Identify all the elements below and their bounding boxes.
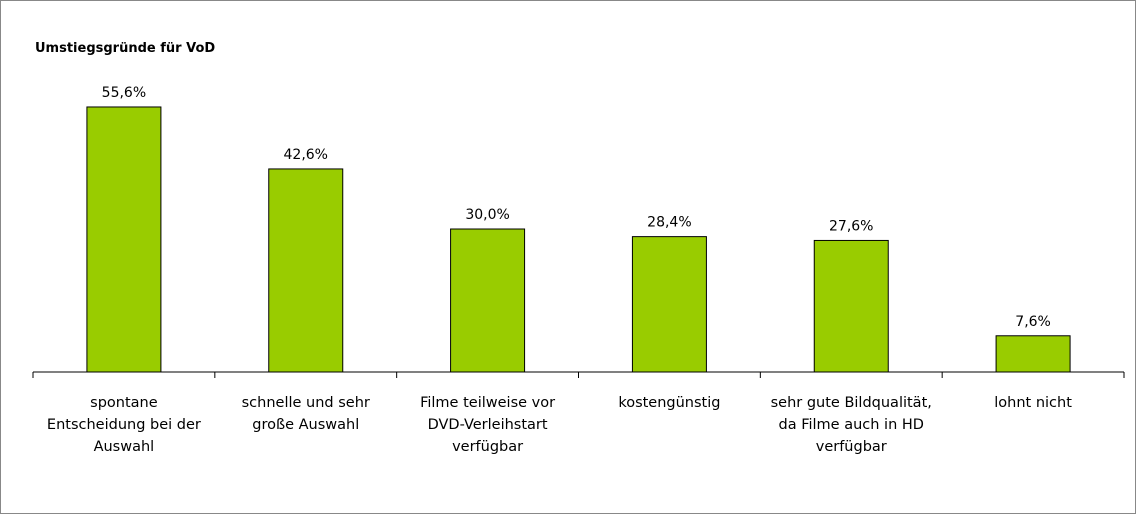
bar xyxy=(631,236,707,373)
value-label: 7,6% xyxy=(1015,314,1051,330)
bar xyxy=(995,335,1071,373)
bar xyxy=(450,228,526,373)
value-label: 28,4% xyxy=(647,215,691,231)
bar xyxy=(268,168,344,373)
x-tick-label: spontane Entscheidung bei der Auswahl xyxy=(46,395,201,455)
x-tick-label: schnelle und sehr große Auswahl xyxy=(241,395,370,433)
value-label: 42,6% xyxy=(284,147,328,163)
chart-title: Umstiegsgründe für VoD xyxy=(35,41,215,56)
x-tick-label: sehr gute Bildqualität, da Filme auch in… xyxy=(770,395,932,455)
value-label: 27,6% xyxy=(829,218,873,234)
value-label: 30,0% xyxy=(465,207,509,223)
x-tick-label: Filme teilweise vor DVD-Verleihstart ver… xyxy=(420,395,556,455)
x-tick-label: lohnt nicht xyxy=(994,395,1072,411)
bar xyxy=(86,106,162,373)
bar xyxy=(813,239,889,373)
value-label: 55,6% xyxy=(102,85,146,101)
x-tick-label: kostengünstig xyxy=(618,395,721,411)
